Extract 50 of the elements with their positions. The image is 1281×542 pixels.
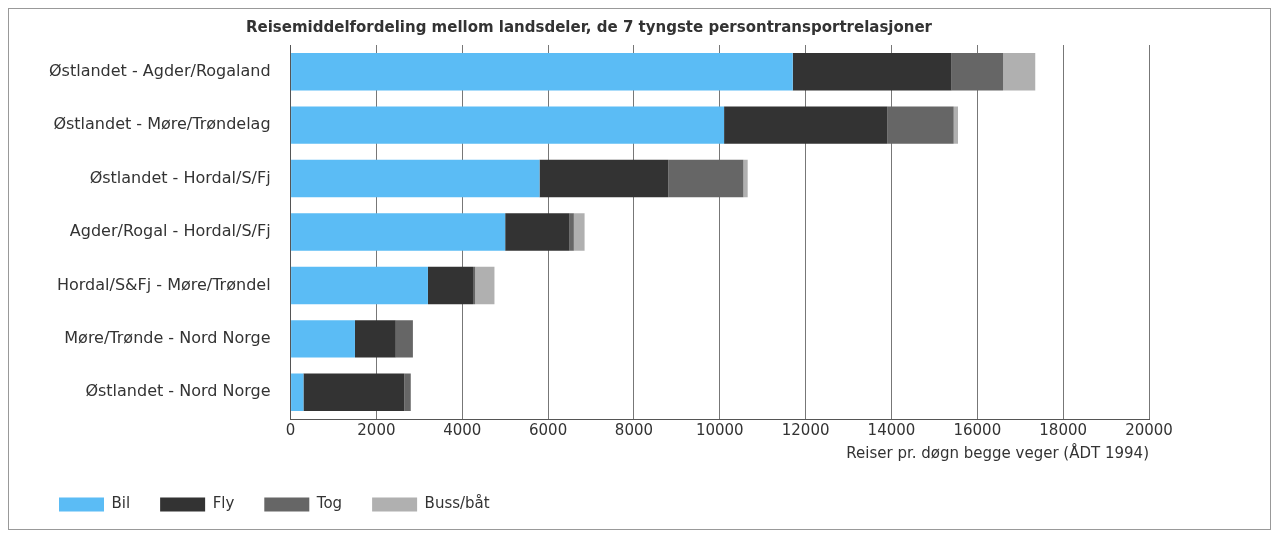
x-axis-title: Reiser pr. døgn begge veger (ÅDT 1994) xyxy=(846,442,1149,462)
legend-label: Fly xyxy=(212,494,235,513)
x-tick-label: 16000 xyxy=(953,420,1002,439)
bar xyxy=(291,106,725,144)
x-tick-label: 4000 xyxy=(443,420,482,439)
bar xyxy=(427,266,473,305)
bar xyxy=(539,159,669,198)
bar xyxy=(303,373,405,411)
bar xyxy=(291,213,506,251)
bar xyxy=(291,320,355,358)
x-tick-label: 18000 xyxy=(1039,420,1088,439)
bar xyxy=(291,266,428,305)
bar xyxy=(887,106,954,144)
x-tick-label: 2000 xyxy=(357,420,396,439)
y-tick-label: Hordal/S&Fj - Møre/Trøndel xyxy=(57,274,271,294)
bar xyxy=(354,320,396,358)
bar xyxy=(724,106,888,144)
y-tick-label: Agder/Rogal - Hordal/S/Fj xyxy=(69,221,271,241)
x-tick-label: 10000 xyxy=(695,420,744,439)
bar xyxy=(668,159,744,198)
bar xyxy=(569,213,574,251)
y-tick-label: Østlandet - Møre/Trøndelag xyxy=(53,114,271,134)
x-tick-label: 8000 xyxy=(614,420,654,439)
x-tick-label: 6000 xyxy=(529,420,568,439)
y-tick-label: Østlandet - Hordal/S/Fj xyxy=(89,167,271,187)
x-tick-label: 20000 xyxy=(1125,420,1173,439)
legend-label: Bil xyxy=(111,494,131,513)
bar xyxy=(792,53,952,91)
bar xyxy=(505,213,570,251)
bar xyxy=(951,53,1004,91)
x-tick-label: 0 xyxy=(285,420,296,439)
chart-title: Reisemiddelfordeling mellom landsdeler, de 7 tyngste persontransportrelasjoner xyxy=(245,17,933,36)
bar xyxy=(743,159,748,198)
bar xyxy=(291,373,304,411)
bar xyxy=(291,53,793,91)
bar xyxy=(404,373,411,411)
bar xyxy=(573,213,585,251)
bar xyxy=(1003,53,1036,91)
x-tick-label: 12000 xyxy=(781,420,830,439)
bar xyxy=(291,159,540,198)
x-tick-label: 14000 xyxy=(867,420,916,439)
bar xyxy=(953,106,958,144)
bar xyxy=(472,266,476,305)
bar xyxy=(395,320,413,358)
y-tick-label: Østlandet - Agder/Rogaland xyxy=(49,60,271,80)
legend-label: Buss/båt xyxy=(424,494,490,513)
bar xyxy=(475,266,495,305)
y-tick-label: Østlandet - Nord Norge xyxy=(85,381,271,401)
y-tick-label: Møre/Trønde - Nord Norge xyxy=(64,328,271,348)
legend-label: Tog xyxy=(315,494,343,513)
